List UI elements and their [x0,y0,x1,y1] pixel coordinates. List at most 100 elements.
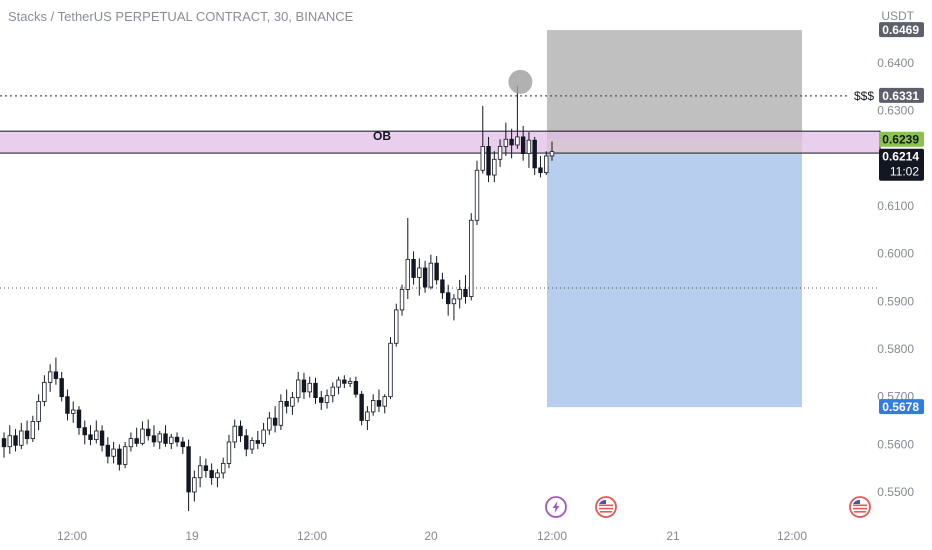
candle-body [451,298,457,305]
candle-body [226,441,232,464]
candle-body [405,258,410,290]
take-profit-zone[interactable] [547,153,802,408]
candle-body [105,444,111,457]
candle-body [353,381,359,395]
candle-body [532,139,537,169]
candle-body [394,309,399,344]
candle-body [399,289,405,311]
candle-body [71,409,76,414]
candle-body [434,262,439,281]
y-tick-label: 0.6400 [877,56,914,70]
candle-body [146,428,151,437]
candle-body [215,472,220,479]
wick-highlight-circle[interactable] [508,69,533,94]
candle-body [65,396,70,414]
candle-body [59,378,64,398]
target-price-tag-bg [879,399,924,415]
y-tick-label: 0.5500 [877,485,914,499]
candle-body [336,379,341,388]
sss-price-tag-bg [879,87,924,103]
candle-body [290,397,295,407]
ob-label: OB [373,129,391,143]
x-tick-label: 12:00 [537,529,567,543]
candle-body [411,258,416,278]
candle-body [272,417,278,426]
candle-body [382,396,387,407]
candle-body [463,289,468,297]
candle-body [82,427,87,436]
candle-body [469,219,474,297]
candle-body [76,409,82,429]
candle-body [186,446,191,493]
candle-body [7,435,12,448]
x-tick-label: 12:00 [777,529,807,543]
candle-body [94,430,99,440]
candle-body [370,400,376,413]
candle-body [295,379,301,399]
candle-body [244,435,249,450]
stop-loss-zone[interactable] [547,30,802,140]
y-tick-label: 0.5600 [877,437,914,451]
candle-body [53,371,59,379]
candle-body [255,440,261,444]
y-tick-label: 0.5900 [877,294,914,308]
target-price-tag: 0.5678 [882,400,919,414]
candle-body [238,425,243,437]
candle-body [503,138,509,147]
candle-body [42,381,47,402]
candle-body [1,438,7,448]
x-tick-label: 21 [666,529,680,543]
candle-body [417,267,422,278]
us-flag-marker-2[interactable] [849,496,871,518]
y-tick-label: 0.5800 [877,342,914,356]
sss-price-tag: 0.6331 [882,89,919,103]
candle-body [301,379,307,393]
candle-body [197,465,203,479]
candle-body [342,379,347,384]
lightning-icon [552,501,560,513]
candle-body [180,441,186,448]
candle-body [99,430,105,446]
candle-body [117,448,122,465]
candle-body [157,433,162,443]
candle-body [509,138,514,146]
y-tick-label: 0.6300 [877,104,914,118]
us-flag-canton [853,499,860,504]
candle-body [486,146,491,176]
candle-body [480,146,485,171]
candle-body [428,262,434,288]
us-flag-stripe [853,507,867,510]
x-tick-label: 12:00 [297,529,327,543]
us-flag-stripe [854,511,866,513]
entry-price-tag: 0.6239 [882,133,919,147]
x-tick-label: 12:00 [57,529,87,543]
candle-body [122,446,128,465]
us-flag-canton [599,499,606,504]
candle-body [192,477,197,493]
candle-body [313,382,318,399]
us-flag-stripe [600,511,612,513]
candle-body [220,462,226,474]
candle-body [538,167,543,174]
candle-body [140,428,145,444]
x-tick-label: 19 [185,529,199,543]
candle-body [457,289,462,300]
sss-label: $$$ [854,89,874,103]
us-flag-marker-1[interactable] [595,496,617,518]
lightning-marker[interactable] [545,496,567,518]
candle-body [359,393,364,421]
stop-price-tag-bg [879,22,924,38]
candle-body [128,438,134,448]
candle-body [365,411,370,421]
candles-group [1,85,555,512]
order-block-zone[interactable] [0,130,881,154]
candle-body [36,401,41,422]
candle-body [526,139,532,154]
candle-body [497,146,503,160]
candle-body [232,425,237,443]
candle-body [284,401,289,407]
countdown-tag: 11:02 [890,165,919,179]
